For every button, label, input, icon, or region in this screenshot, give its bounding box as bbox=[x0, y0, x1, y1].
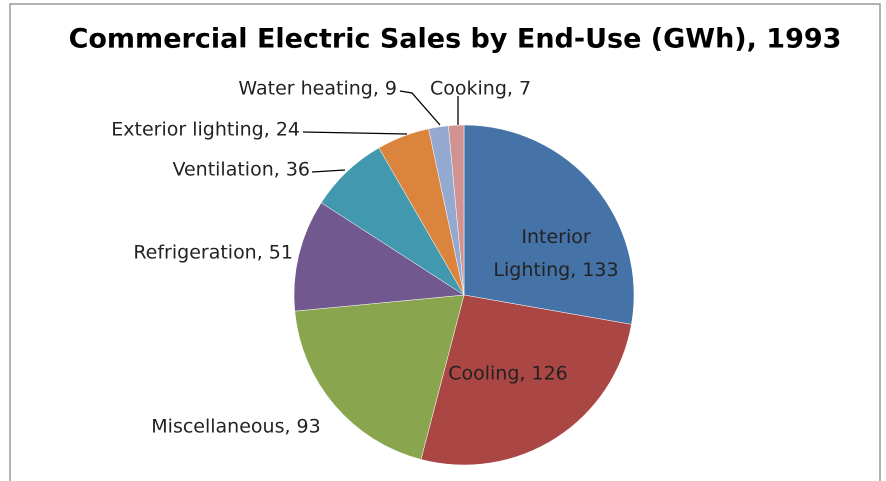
leader-line bbox=[311, 169, 346, 173]
chart-title: Commercial Electric Sales by End-Use (GW… bbox=[69, 24, 842, 55]
pie-slice bbox=[294, 294, 465, 460]
leader-line bbox=[399, 90, 441, 126]
data-label: Interior Lighting, 133 bbox=[493, 226, 618, 281]
data-label: Refrigeration, 51 bbox=[133, 242, 293, 264]
leader-line bbox=[302, 131, 408, 135]
data-label: Cooking, 7 bbox=[430, 78, 531, 100]
data-label: Ventilation, 36 bbox=[172, 159, 310, 181]
pie-slice bbox=[293, 202, 465, 312]
pie-slice bbox=[463, 124, 635, 325]
pie-slice bbox=[420, 294, 632, 466]
data-label-line: Interior bbox=[521, 226, 590, 248]
data-label: Exterior lighting, 24 bbox=[111, 119, 300, 141]
data-label: Water heating, 9 bbox=[238, 78, 397, 100]
pie-slice bbox=[448, 124, 465, 296]
data-label-line: Lighting, 133 bbox=[493, 259, 618, 281]
data-label: Cooling, 126 bbox=[448, 363, 568, 385]
data-label: Miscellaneous, 93 bbox=[151, 416, 320, 438]
